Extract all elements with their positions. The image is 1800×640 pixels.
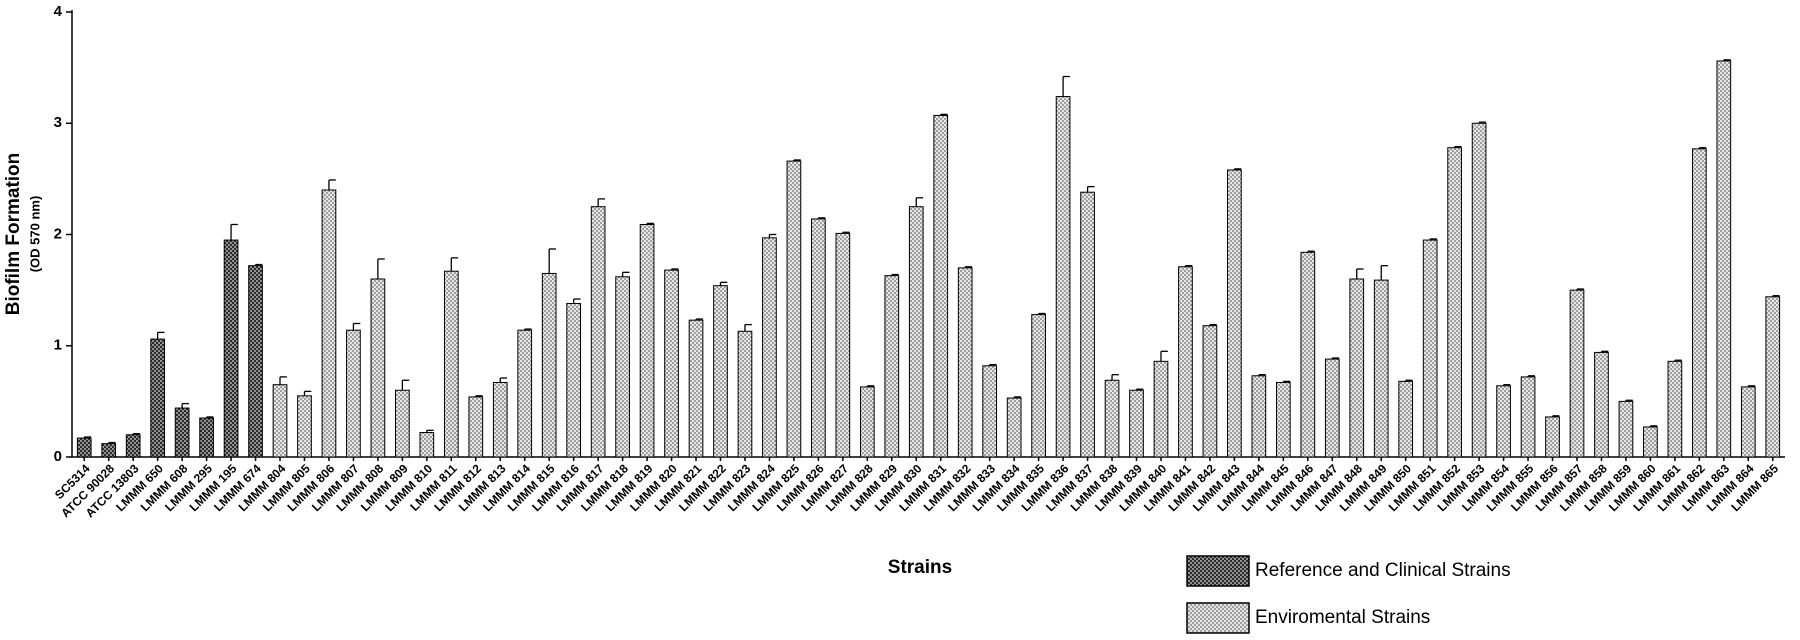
bar (982, 365, 998, 458)
bar (1520, 376, 1536, 458)
bar (1716, 60, 1732, 458)
bar (835, 232, 851, 458)
bar (370, 278, 386, 458)
x-axis-label: Strains (888, 557, 952, 578)
bar (957, 267, 973, 458)
bar (174, 407, 190, 458)
bar (1643, 426, 1658, 458)
bar (566, 302, 582, 458)
bar (419, 432, 435, 458)
bar (1569, 289, 1585, 458)
bar (615, 276, 630, 458)
bar (1300, 251, 1316, 458)
bar (1740, 386, 1756, 458)
bar (150, 338, 166, 458)
bar (664, 269, 679, 458)
bar (1275, 381, 1291, 458)
legend-swatch (1186, 555, 1250, 587)
bar (1202, 325, 1218, 458)
bar (884, 275, 900, 458)
bar (492, 381, 508, 458)
bar (1545, 416, 1560, 458)
bar (713, 285, 728, 458)
bar (933, 114, 949, 458)
bar (1398, 380, 1414, 458)
bar (762, 237, 777, 458)
bar (517, 329, 533, 458)
bar (1422, 239, 1438, 458)
bar (468, 396, 484, 458)
bar (1251, 375, 1267, 458)
bar (1055, 96, 1071, 458)
bar (1496, 385, 1511, 458)
bar (1349, 278, 1365, 458)
y-axis-label: Biofilm Formation (3, 153, 24, 316)
bar (1471, 122, 1487, 458)
bar (859, 386, 875, 458)
bar (321, 189, 337, 458)
bar (1373, 279, 1389, 458)
bar (1129, 389, 1144, 458)
bar (443, 270, 459, 458)
bar (1324, 358, 1340, 458)
bar (1031, 314, 1046, 458)
y-tick-label: 3 (54, 114, 62, 131)
bar (811, 218, 826, 458)
bar (1618, 400, 1634, 458)
bar (908, 206, 924, 458)
bar (1080, 191, 1095, 458)
legend-label: Reference and Clinical Strains (1255, 560, 1511, 581)
bar (1447, 147, 1462, 458)
bar (639, 223, 655, 458)
bar (590, 206, 606, 458)
bar (737, 330, 753, 458)
y-tick-label: 0 (54, 448, 62, 465)
bar (101, 443, 117, 458)
bar (125, 434, 141, 458)
bar (272, 384, 288, 458)
bar (541, 272, 557, 458)
legend-label: Enviromental Strains (1255, 607, 1430, 628)
bar (1691, 148, 1707, 458)
bar (1153, 360, 1169, 458)
bar (1227, 169, 1242, 458)
bar (1178, 266, 1193, 458)
bar (1765, 296, 1781, 458)
bar (76, 437, 92, 458)
bar (786, 160, 802, 458)
y-tick-label: 4 (54, 3, 63, 20)
bar (199, 417, 214, 458)
bar (1006, 397, 1022, 458)
bar (223, 239, 239, 458)
bar (688, 319, 704, 458)
bar (297, 395, 312, 458)
y-axis-unit: (OD 570 nm) (27, 196, 42, 273)
bar (248, 265, 263, 458)
bar (1667, 360, 1683, 458)
legend-swatch (1186, 602, 1250, 634)
y-tick-label: 1 (54, 337, 62, 354)
bar (1104, 379, 1120, 458)
bar (395, 389, 410, 458)
bar (346, 329, 361, 458)
bar (1594, 351, 1609, 458)
y-tick-label: 2 (54, 225, 62, 242)
